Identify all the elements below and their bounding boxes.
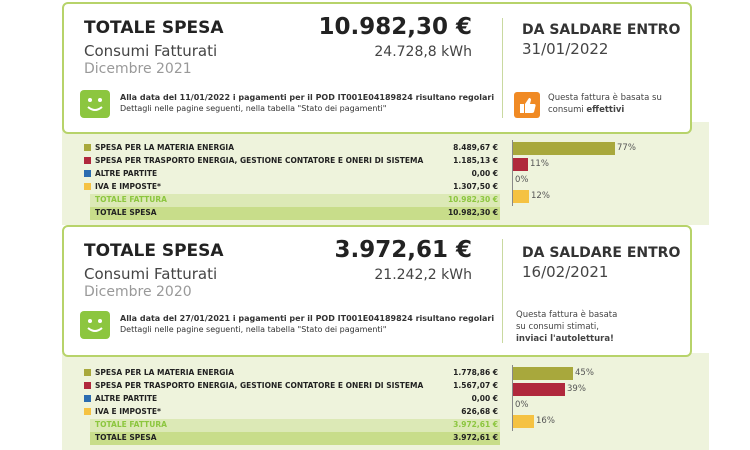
billing-period: Dicembre 2020 bbox=[84, 284, 192, 300]
total-amount: 3.972,61 € bbox=[334, 237, 472, 263]
cost-row: SPESA PER LA MATERIA ENERGIA 8.489,67 € bbox=[84, 142, 500, 155]
share-label: 0% bbox=[515, 175, 529, 185]
bar-row: 0% bbox=[509, 397, 679, 413]
total-invoice-row: TOTALE FATTURA 10.982,30 € bbox=[90, 194, 500, 207]
payment-status: Alla data del 27/01/2021 i pagamenti per… bbox=[120, 313, 494, 335]
total-amount: 10.982,30 € bbox=[318, 14, 472, 40]
payment-status: Alla data del 11/01/2022 i pagamenti per… bbox=[120, 92, 494, 114]
share-bar bbox=[513, 367, 573, 380]
divider bbox=[502, 239, 503, 343]
energy-consumed: 21.242,2 kWh bbox=[374, 267, 472, 283]
share-label: 11% bbox=[530, 159, 549, 169]
cost-row: IVA E IMPOSTE* 626,68 € bbox=[84, 406, 500, 419]
payment-status-line1: Alla data del 27/01/2021 i pagamenti per… bbox=[120, 314, 495, 323]
total-spend-row: TOTALE SPESA 10.982,30 € bbox=[90, 207, 500, 220]
share-bar bbox=[513, 142, 615, 155]
share-bar bbox=[513, 415, 534, 428]
payment-status-line2: Dettagli nelle pagine seguenti, nella ta… bbox=[120, 325, 387, 334]
thumbs-up-icon bbox=[514, 92, 540, 118]
payment-status-line1: Alla data del 11/01/2022 i pagamenti per… bbox=[120, 93, 495, 102]
cost-row: ALTRE PARTITE 0,00 € bbox=[84, 168, 500, 181]
chart-axis bbox=[512, 140, 513, 206]
bar-row: 77% bbox=[509, 140, 679, 156]
bar-row: 45% bbox=[509, 365, 679, 381]
bar-row: 39% bbox=[509, 381, 679, 397]
reading-note: Questa fattura è basata su consumi effet… bbox=[548, 92, 662, 116]
reading-note-emphasis: effettivi bbox=[586, 105, 625, 115]
share-label: 16% bbox=[536, 416, 555, 426]
bill-summary-2021: TOTALE SPESA Consumi Fatturati Dicembre … bbox=[62, 2, 709, 225]
divider bbox=[502, 18, 503, 118]
total-title: TOTALE SPESA bbox=[84, 241, 224, 261]
share-bar bbox=[513, 158, 528, 171]
bar-row: 12% bbox=[509, 188, 679, 204]
cost-row: IVA E IMPOSTE* 1.307,50 € bbox=[84, 181, 500, 194]
reading-note-line1: Questa fattura è basata su bbox=[548, 93, 662, 103]
share-bar-chart: 45% 39% 0% 16% bbox=[509, 365, 679, 431]
share-label: 77% bbox=[617, 143, 636, 153]
due-label: DA SALDARE ENTRO bbox=[522, 245, 681, 261]
reading-note-line1: Questa fattura è basata bbox=[516, 310, 618, 320]
share-label: 45% bbox=[575, 368, 594, 378]
billing-period: Dicembre 2021 bbox=[84, 61, 192, 77]
share-label: 12% bbox=[531, 191, 550, 201]
cost-breakdown-list: SPESA PER LA MATERIA ENERGIA 8.489,67 € S… bbox=[84, 142, 500, 220]
total-title: TOTALE SPESA bbox=[84, 18, 224, 38]
reading-note: Questa fattura è basata su consumi stima… bbox=[516, 309, 617, 345]
bar-row: 16% bbox=[509, 413, 679, 429]
cost-row: SPESA PER TRASPORTO ENERGIA, GESTIONE CO… bbox=[84, 380, 500, 393]
share-label: 39% bbox=[567, 384, 586, 394]
smiley-icon bbox=[80, 90, 110, 118]
share-bar bbox=[513, 383, 565, 396]
share-label: 0% bbox=[515, 400, 529, 410]
cost-row: SPESA PER LA MATERIA ENERGIA 1.778,86 € bbox=[84, 367, 500, 380]
total-spend-row: TOTALE SPESA 3.972,61 € bbox=[90, 432, 500, 445]
reading-note-line2: consumi bbox=[548, 105, 587, 115]
cost-breakdown-list: SPESA PER LA MATERIA ENERGIA 1.778,86 € S… bbox=[84, 367, 500, 445]
subtitle: Consumi Fatturati bbox=[84, 265, 218, 283]
due-label: DA SALDARE ENTRO bbox=[522, 22, 681, 38]
share-bar bbox=[513, 190, 529, 203]
due-date: 31/01/2022 bbox=[522, 40, 609, 58]
smiley-icon bbox=[80, 311, 110, 339]
reading-note-line2: su consumi stimati, bbox=[516, 322, 599, 332]
subtitle: Consumi Fatturati bbox=[84, 42, 218, 60]
summary-card: TOTALE SPESA Consumi Fatturati Dicembre … bbox=[62, 2, 692, 134]
cost-row: SPESA PER TRASPORTO ENERGIA, GESTIONE CO… bbox=[84, 155, 500, 168]
bar-row: 0% bbox=[509, 172, 679, 188]
bar-row: 11% bbox=[509, 156, 679, 172]
summary-card: TOTALE SPESA Consumi Fatturati Dicembre … bbox=[62, 225, 692, 357]
total-invoice-row: TOTALE FATTURA 3.972,61 € bbox=[90, 419, 500, 432]
payment-status-line2: Dettagli nelle pagine seguenti, nella ta… bbox=[120, 104, 387, 113]
energy-consumed: 24.728,8 kWh bbox=[374, 44, 472, 60]
share-bar-chart: 77% 11% 0% 12% bbox=[509, 140, 679, 206]
bill-summary-2020: TOTALE SPESA Consumi Fatturati Dicembre … bbox=[0, 225, 750, 450]
due-date: 16/02/2021 bbox=[522, 263, 609, 281]
reading-note-emphasis: inviaci l'autolettura! bbox=[516, 334, 614, 344]
cost-row: ALTRE PARTITE 0,00 € bbox=[84, 393, 500, 406]
chart-axis bbox=[512, 365, 513, 431]
